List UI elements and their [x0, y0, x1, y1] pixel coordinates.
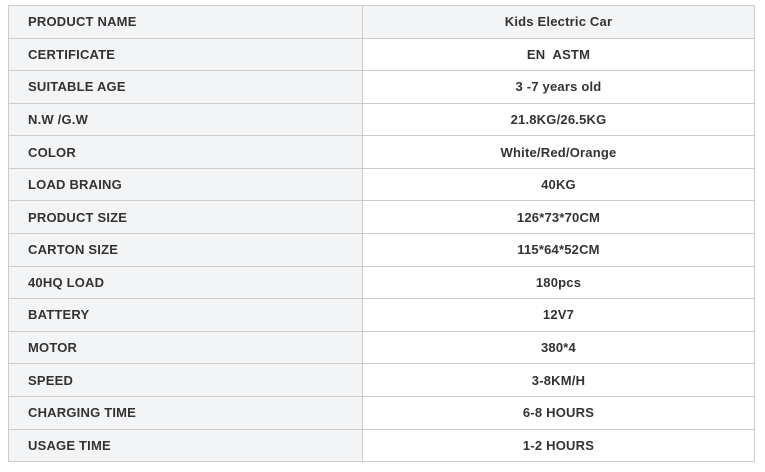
table-row-product-size: PRODUCT SIZE 126*73*70CM: [9, 201, 754, 235]
spec-label: CARTON SIZE: [9, 234, 363, 266]
table-row-motor: MOTOR 380*4: [9, 331, 754, 365]
spec-label: CERTIFICATE: [9, 38, 363, 71]
table-row-usage-time: USAGE TIME 1-2 HOURS: [9, 429, 754, 462]
spec-label: BATTERY: [9, 299, 363, 331]
spec-value: 115*64*52CM: [363, 234, 754, 266]
spec-label: USAGE TIME: [9, 429, 363, 462]
table-row-speed: SPEED 3-8KM/H: [9, 364, 754, 397]
spec-label: MOTOR: [9, 331, 363, 364]
spec-value: 12V7: [363, 299, 754, 331]
table-row-battery: BATTERY 12V7: [9, 299, 754, 332]
table-row-40hq-load: 40HQ LOAD 180pcs: [9, 266, 754, 300]
spec-value: 6-8 HOURS: [363, 396, 754, 429]
spec-value: 180pcs: [363, 266, 754, 299]
table-row-certificate: CERTIFICATE EN ASTM: [9, 38, 754, 72]
spec-value: 3-8KM/H: [363, 364, 754, 396]
table-row-carton-size: CARTON SIZE 115*64*52CM: [9, 234, 754, 267]
table-row-product-name: PRODUCT NAME Kids Electric Car: [9, 6, 754, 39]
spec-value: 126*73*70CM: [363, 201, 754, 234]
table-row-color: COLOR White/Red/Orange: [9, 136, 754, 169]
spec-label: PRODUCT NAME: [9, 6, 363, 38]
spec-label: N.W /G.W: [9, 103, 363, 136]
spec-value: 1-2 HOURS: [363, 429, 754, 462]
product-spec-table: PRODUCT NAME Kids Electric Car CERTIFICA…: [8, 5, 755, 462]
table-row-suitable-age: SUITABLE AGE 3 -7 years old: [9, 71, 754, 104]
spec-value: EN ASTM: [363, 38, 754, 71]
table-row-charging-time: CHARGING TIME 6-8 HOURS: [9, 396, 754, 430]
spec-label: COLOR: [9, 136, 363, 168]
spec-value: 40KG: [363, 168, 754, 201]
spec-label: CHARGING TIME: [9, 396, 363, 429]
spec-value: 21.8KG/26.5KG: [363, 103, 754, 136]
spec-value: 3 -7 years old: [363, 71, 754, 103]
table-row-load-braing: LOAD BRAING 40KG: [9, 168, 754, 202]
table-row-nw-gw: N.W /G.W 21.8KG/26.5KG: [9, 103, 754, 137]
spec-label: SUITABLE AGE: [9, 71, 363, 103]
spec-value: Kids Electric Car: [363, 6, 754, 38]
spec-value: 380*4: [363, 331, 754, 364]
spec-label: PRODUCT SIZE: [9, 201, 363, 234]
spec-label: 40HQ LOAD: [9, 266, 363, 299]
spec-label: LOAD BRAING: [9, 168, 363, 201]
spec-label: SPEED: [9, 364, 363, 396]
spec-value: White/Red/Orange: [363, 136, 754, 168]
